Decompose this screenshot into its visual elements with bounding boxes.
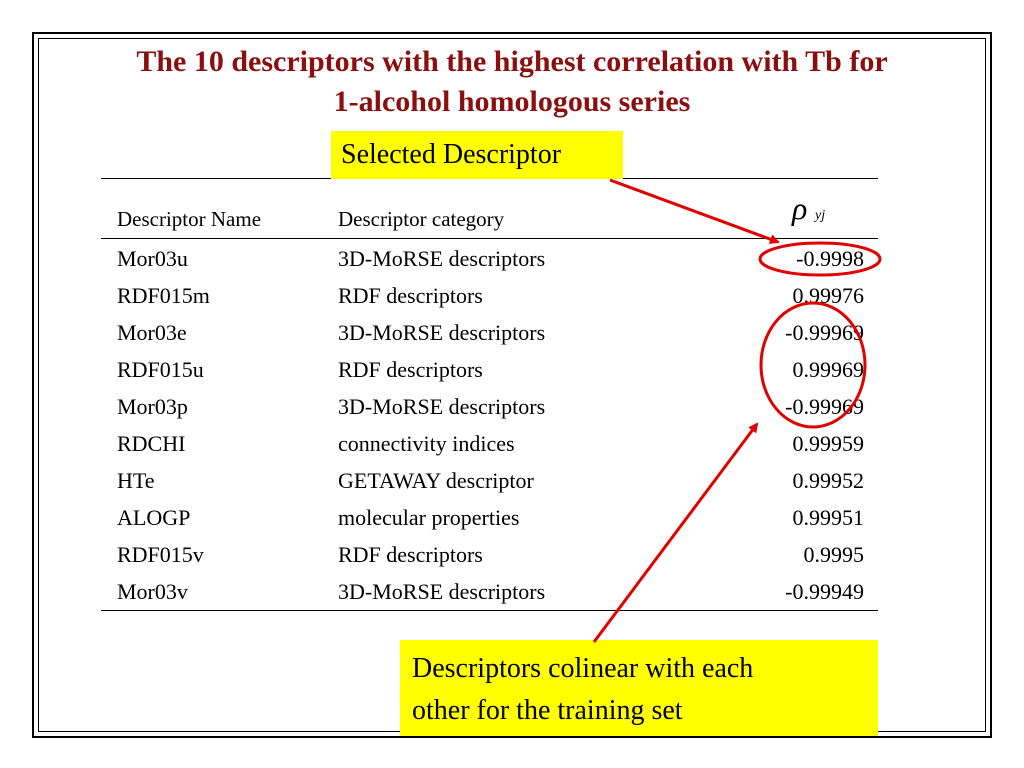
row-descriptor-name: ALOGP (117, 505, 191, 530)
header-rho-symbol: ρ (792, 190, 808, 226)
header-descriptor-name: Descriptor Name (117, 207, 262, 231)
header-descriptor-category: Descriptor category (338, 207, 505, 231)
row-correlation-value: -0.99969 (785, 320, 864, 345)
row-descriptor-category: GETAWAY descriptor (338, 468, 534, 493)
header-rho-subscript: yj (815, 208, 826, 223)
row-correlation-value: 0.99969 (792, 357, 865, 382)
selected-descriptor-callout: Selected Descriptor (331, 131, 623, 179)
row-descriptor-name: Mor03p (117, 394, 188, 419)
colinear-descriptors-callout: Descriptors colinear with each other for… (400, 640, 878, 736)
colinear-callout-line-1: Descriptors colinear with each (412, 653, 754, 684)
table-bottom-rule (101, 610, 878, 611)
row-descriptor-category: 3D-MoRSE descriptors (338, 579, 546, 604)
row-descriptor-category: molecular properties (338, 505, 520, 530)
slide-title: The 10 descriptors with the highest corr… (40, 42, 984, 122)
row-descriptor-category: RDF descriptors (338, 542, 483, 567)
row-descriptor-category: 3D-MoRSE descriptors (338, 246, 546, 271)
row-descriptor-category: 3D-MoRSE descriptors (338, 394, 546, 419)
row-descriptor-name: Mor03v (117, 579, 188, 604)
slide-outer-border (32, 32, 992, 738)
title-line-1: The 10 descriptors with the highest corr… (136, 45, 888, 78)
title-line-2: 1-alcohol homologous series (333, 85, 691, 118)
row-correlation-value: -0.99949 (785, 579, 864, 604)
row-correlation-value: 0.99976 (792, 283, 865, 308)
row-correlation-value: 0.99959 (792, 431, 865, 456)
row-correlation-value: 0.9995 (803, 542, 865, 567)
row-descriptor-category: connectivity indices (338, 431, 515, 456)
row-correlation-value: -0.9998 (796, 246, 864, 271)
row-descriptor-name: HTe (117, 468, 155, 493)
row-correlation-value: -0.99969 (785, 394, 864, 419)
row-descriptor-name: RDF015m (117, 283, 210, 308)
row-descriptor-name: RDF015v (117, 542, 204, 567)
row-correlation-value: 0.99951 (792, 505, 865, 530)
row-descriptor-category: RDF descriptors (338, 283, 483, 308)
colinear-callout-line-2: other for the training set (412, 695, 683, 726)
row-descriptor-name: RDCHI (117, 431, 186, 456)
row-descriptor-name: Mor03e (117, 320, 187, 345)
row-descriptor-category: 3D-MoRSE descriptors (338, 320, 546, 345)
row-correlation-value: 0.99952 (792, 468, 865, 493)
row-descriptor-name: RDF015u (117, 357, 204, 382)
row-descriptor-name: Mor03u (117, 246, 188, 271)
table-header-rule (101, 238, 878, 239)
row-descriptor-category: RDF descriptors (338, 357, 483, 382)
